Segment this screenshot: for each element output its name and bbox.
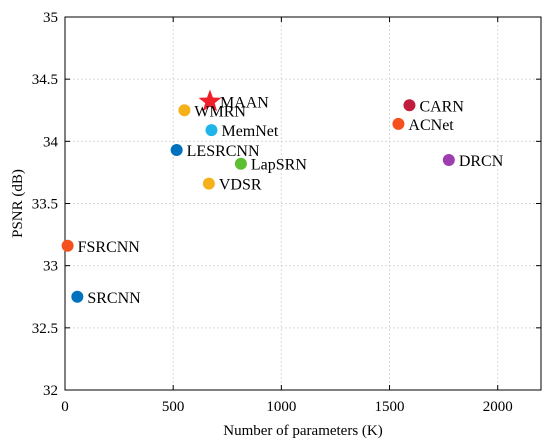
point-wmrn bbox=[178, 104, 191, 117]
label-lesrcnn: LESRCNN bbox=[187, 143, 260, 160]
label-acnet: ACNet bbox=[408, 117, 454, 134]
label-srcnn: SRCNN bbox=[87, 290, 141, 307]
y-tick-label: 33 bbox=[43, 259, 58, 275]
y-tick-labels: 32 32.5 33 33.5 34 34.5 35 bbox=[32, 10, 59, 399]
y-tick-label: 34.5 bbox=[32, 72, 58, 88]
label-memnet: MemNet bbox=[221, 123, 278, 140]
y-axis-label: PSNR (dB) bbox=[10, 169, 26, 238]
point-carn bbox=[403, 99, 416, 112]
y-tick-label: 33.5 bbox=[32, 197, 58, 213]
label-carn: CARN bbox=[419, 98, 464, 115]
x-tick-label: 500 bbox=[162, 399, 185, 415]
point-lapsrn bbox=[234, 157, 247, 170]
point-srcnn bbox=[71, 290, 84, 303]
label-fsrcnn: FSRCNN bbox=[78, 239, 141, 256]
label-wmrn: WMRN bbox=[194, 103, 246, 120]
x-tick-labels: 0 500 1000 1500 2000 bbox=[61, 399, 512, 415]
grid bbox=[65, 17, 541, 390]
point-lesrcnn bbox=[170, 144, 183, 157]
point-acnet bbox=[392, 117, 405, 130]
point-fsrcnn bbox=[61, 239, 74, 252]
y-tick-label: 34 bbox=[43, 134, 59, 150]
x-tick-label: 2000 bbox=[483, 399, 513, 415]
label-drcn: DRCN bbox=[459, 153, 504, 170]
x-axis-label: Number of parameters (K) bbox=[223, 423, 383, 439]
y-tick-label: 32 bbox=[43, 383, 58, 399]
label-maan: MAAN bbox=[220, 95, 269, 112]
label-lapsrn: LapSRN bbox=[251, 157, 307, 174]
label-vdsr: VDSR bbox=[219, 177, 262, 194]
x-tick-label: 1000 bbox=[266, 399, 296, 415]
point-vdsr bbox=[202, 177, 215, 190]
data-points bbox=[61, 89, 455, 303]
x-tick-label: 0 bbox=[61, 399, 69, 415]
point-drcn bbox=[442, 153, 455, 166]
y-tick-label: 35 bbox=[43, 10, 58, 26]
x-tick-label: 1500 bbox=[375, 399, 405, 415]
y-tick-label: 32.5 bbox=[32, 321, 58, 337]
point-memnet bbox=[205, 124, 218, 137]
tick-marks bbox=[64, 16, 541, 391]
point-maan bbox=[198, 89, 222, 112]
